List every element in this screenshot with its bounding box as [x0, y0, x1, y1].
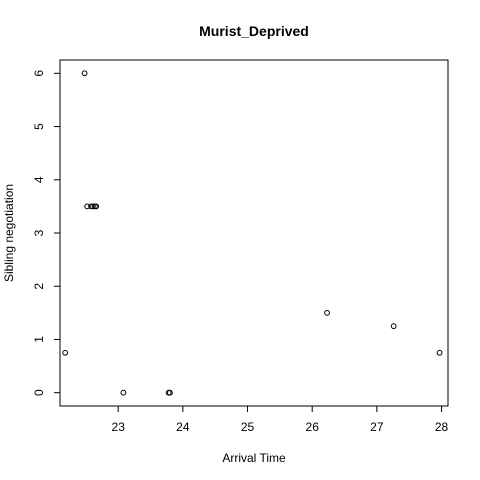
x-tick-label: 26 — [306, 420, 320, 434]
data-point — [81, 70, 88, 77]
y-tick-label: 1 — [32, 336, 46, 343]
y-tick-label: 0 — [32, 389, 46, 396]
data-point — [93, 203, 100, 210]
y-axis: 0 1 2 3 4 5 6 — [32, 70, 61, 396]
data-point — [390, 323, 397, 330]
y-tick-label: 6 — [32, 70, 46, 77]
chart-title: Murist_Deprived — [199, 23, 309, 39]
x-tick-label: 25 — [241, 420, 255, 434]
x-tick-label: 28 — [435, 420, 449, 434]
y-axis-label: Sibling negotiation — [2, 184, 16, 282]
data-points — [62, 70, 443, 396]
plot-frame — [59, 59, 449, 407]
data-point — [62, 349, 69, 356]
data-point — [436, 349, 443, 356]
x-tick-label: 24 — [176, 420, 190, 434]
y-tick-label: 4 — [32, 176, 46, 183]
y-tick-label: 3 — [32, 229, 46, 236]
data-point — [84, 203, 91, 210]
x-tick-label: 23 — [112, 420, 126, 434]
data-point — [120, 389, 127, 396]
data-point — [324, 309, 330, 316]
x-axis-label: Arrival Time — [222, 451, 286, 465]
data-point — [90, 203, 96, 210]
data-point — [167, 389, 173, 396]
y-tick-label: 5 — [32, 123, 46, 130]
y-tick-label: 2 — [32, 283, 46, 290]
x-axis: 23 24 25 26 27 28 — [112, 405, 449, 434]
x-tick-label: 27 — [370, 420, 384, 434]
